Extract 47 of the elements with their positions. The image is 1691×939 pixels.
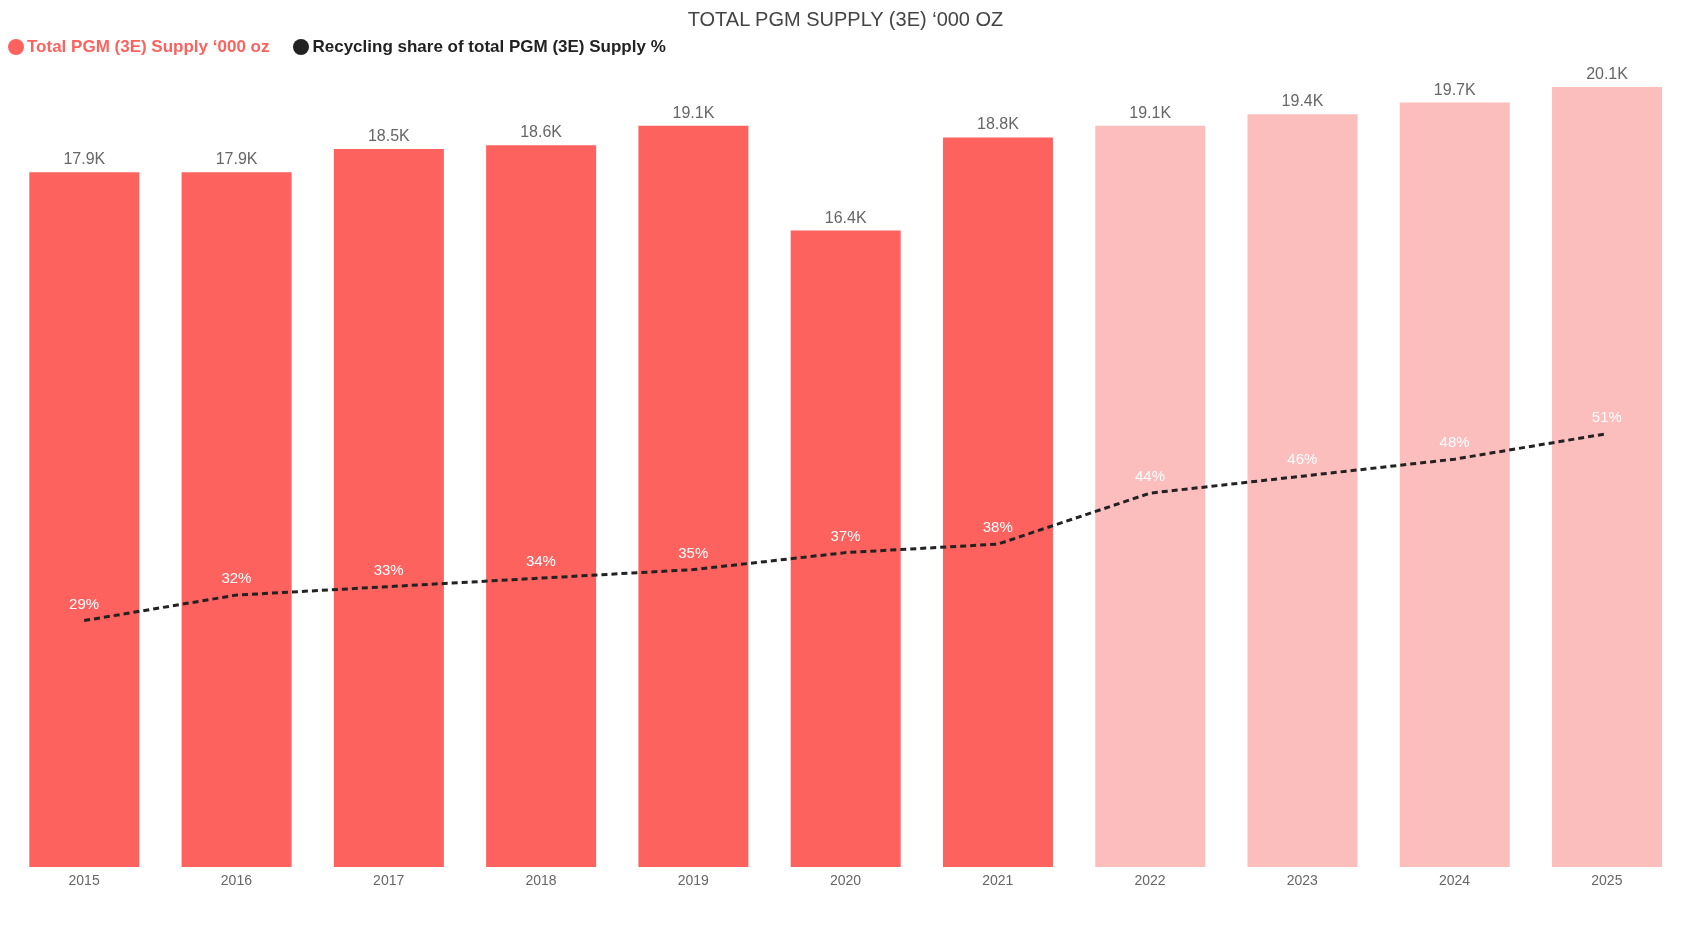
legend-label: Total PGM (3E) Supply ‘000 oz [27, 37, 270, 57]
bar [486, 145, 597, 867]
x-tick-label: 2021 [982, 871, 1014, 888]
data-label: 18.5K [367, 127, 411, 145]
data-label: 19.1K [1129, 103, 1172, 121]
bar [1095, 125, 1206, 867]
bar [1399, 102, 1510, 867]
data-label: 19.4K [1281, 92, 1324, 110]
data-label: 17.9K [215, 150, 258, 168]
data-label: 19.1K [672, 103, 715, 121]
bar [181, 172, 292, 867]
x-tick-label: 2022 [1134, 871, 1166, 888]
x-tick-label: 2015 [68, 871, 100, 888]
x-tick-label: 2025 [1591, 871, 1623, 888]
bar [29, 172, 140, 867]
bar [1247, 114, 1358, 867]
data-label: 34% [525, 552, 556, 570]
bar [638, 125, 749, 867]
x-tick-label: 2018 [525, 871, 557, 888]
data-label: 48% [1439, 433, 1470, 451]
data-label: 35% [678, 543, 709, 561]
data-label: 32% [221, 569, 252, 587]
x-tick-label: 2024 [1439, 871, 1471, 888]
data-label: 19.7K [1433, 80, 1477, 98]
bar [1552, 87, 1663, 867]
x-tick-label: 2019 [677, 871, 710, 888]
x-tick-label: 2020 [829, 871, 862, 888]
data-label: 37% [830, 526, 861, 544]
data-label: 33% [373, 560, 404, 578]
chart-title: TOTAL PGM SUPPLY (3E) ‘000 OZ [686, 8, 1005, 31]
legend-label: Recycling share of total PGM (3E) Supply % [312, 37, 666, 57]
bar [942, 137, 1053, 867]
data-label: 20.1K [1586, 65, 1629, 82]
data-label: 17.9K [63, 150, 106, 168]
bar [790, 230, 901, 867]
data-label: 51% [1591, 407, 1622, 425]
x-tick-label: 2017 [373, 871, 405, 888]
data-label: 16.4K [824, 208, 867, 226]
data-label: 29% [69, 594, 100, 612]
data-label: 18.6K [520, 123, 563, 141]
data-label: 38% [982, 518, 1013, 536]
x-tick-label: 2023 [1286, 871, 1319, 888]
bar [333, 149, 444, 867]
x-tick-label: 2016 [220, 871, 253, 888]
data-label: 46% [1287, 450, 1318, 468]
data-label: 44% [1135, 467, 1166, 485]
data-label: 18.8K [977, 115, 1020, 133]
